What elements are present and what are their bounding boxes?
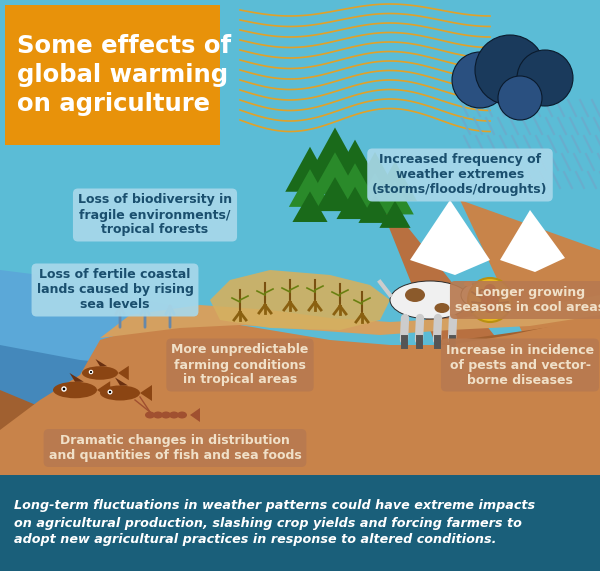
Polygon shape [70, 373, 84, 382]
Bar [392, 195, 398, 227]
Text: Increased frequency of
weather extremes
(storms/floods/droughts): Increased frequency of weather extremes … [372, 154, 548, 196]
Polygon shape [308, 127, 362, 178]
Polygon shape [95, 359, 107, 366]
Polygon shape [0, 390, 280, 475]
Polygon shape [97, 381, 110, 399]
Bar [352, 180, 359, 218]
Polygon shape [100, 295, 600, 338]
Polygon shape [337, 187, 374, 219]
Circle shape [484, 284, 496, 296]
Polygon shape [0, 310, 260, 430]
Polygon shape [285, 147, 335, 192]
Ellipse shape [153, 412, 163, 419]
Polygon shape [115, 377, 128, 385]
Circle shape [452, 52, 508, 108]
Ellipse shape [434, 303, 449, 313]
Ellipse shape [405, 288, 425, 302]
Polygon shape [373, 161, 417, 201]
Polygon shape [0, 320, 600, 475]
Bar [331, 170, 339, 210]
Circle shape [475, 35, 545, 105]
Text: Some effects of
global warming
on agriculture: Some effects of global warming on agricu… [17, 34, 231, 116]
Ellipse shape [481, 291, 499, 313]
Polygon shape [289, 169, 331, 207]
Polygon shape [210, 270, 390, 330]
Text: Increase in incidence
of pests and vector-
borne diseases: Increase in incidence of pests and vecto… [446, 344, 594, 387]
Bar [0, 0, 600, 475]
Bar [372, 188, 378, 222]
Polygon shape [352, 152, 398, 194]
Circle shape [498, 76, 542, 120]
Circle shape [61, 386, 67, 392]
Ellipse shape [390, 281, 470, 319]
Bar [5, 5, 220, 145]
Ellipse shape [53, 382, 97, 398]
Text: Longer growing
seasons in cool areas: Longer growing seasons in cool areas [455, 286, 600, 314]
Ellipse shape [177, 412, 187, 419]
Circle shape [62, 388, 65, 391]
Text: Loss of biodiversity in
fragile environments/
tropical forests: Loss of biodiversity in fragile environm… [78, 194, 232, 236]
Polygon shape [316, 177, 355, 211]
Ellipse shape [100, 385, 140, 400]
Circle shape [517, 50, 573, 106]
Circle shape [468, 278, 512, 322]
Polygon shape [379, 200, 410, 228]
Text: Loss of fertile coastal
lands caused by rising
sea levels: Loss of fertile coastal lands caused by … [37, 268, 193, 312]
Text: Long-term fluctuations in weather patterns could have extreme impacts
on agricul: Long-term fluctuations in weather patter… [14, 500, 535, 546]
Polygon shape [370, 180, 530, 380]
Polygon shape [190, 408, 200, 422]
Polygon shape [460, 200, 600, 370]
Polygon shape [376, 181, 414, 215]
Polygon shape [0, 315, 600, 475]
Polygon shape [329, 140, 381, 187]
Polygon shape [500, 210, 565, 272]
Bar [0, 475, 600, 571]
Circle shape [90, 371, 92, 373]
Circle shape [481, 291, 484, 293]
Ellipse shape [145, 412, 155, 419]
Polygon shape [0, 270, 240, 370]
Ellipse shape [169, 412, 179, 419]
Polygon shape [358, 194, 392, 223]
Ellipse shape [464, 282, 472, 287]
Circle shape [89, 370, 93, 374]
Polygon shape [410, 200, 490, 275]
Circle shape [109, 391, 111, 393]
Text: Dramatic changes in distribution
and quantities of fish and sea foods: Dramatic changes in distribution and qua… [49, 434, 301, 462]
Ellipse shape [82, 366, 118, 380]
Circle shape [107, 389, 113, 395]
Polygon shape [355, 173, 395, 208]
Ellipse shape [161, 412, 171, 419]
Polygon shape [118, 366, 129, 380]
Ellipse shape [483, 295, 493, 301]
Polygon shape [140, 385, 152, 401]
Polygon shape [332, 163, 377, 203]
Polygon shape [311, 152, 359, 194]
Circle shape [479, 289, 485, 295]
Polygon shape [292, 191, 328, 222]
Text: More unpredictable
farming conditions
in tropical areas: More unpredictable farming conditions in… [172, 344, 308, 387]
Bar [307, 185, 314, 221]
Ellipse shape [461, 284, 489, 306]
